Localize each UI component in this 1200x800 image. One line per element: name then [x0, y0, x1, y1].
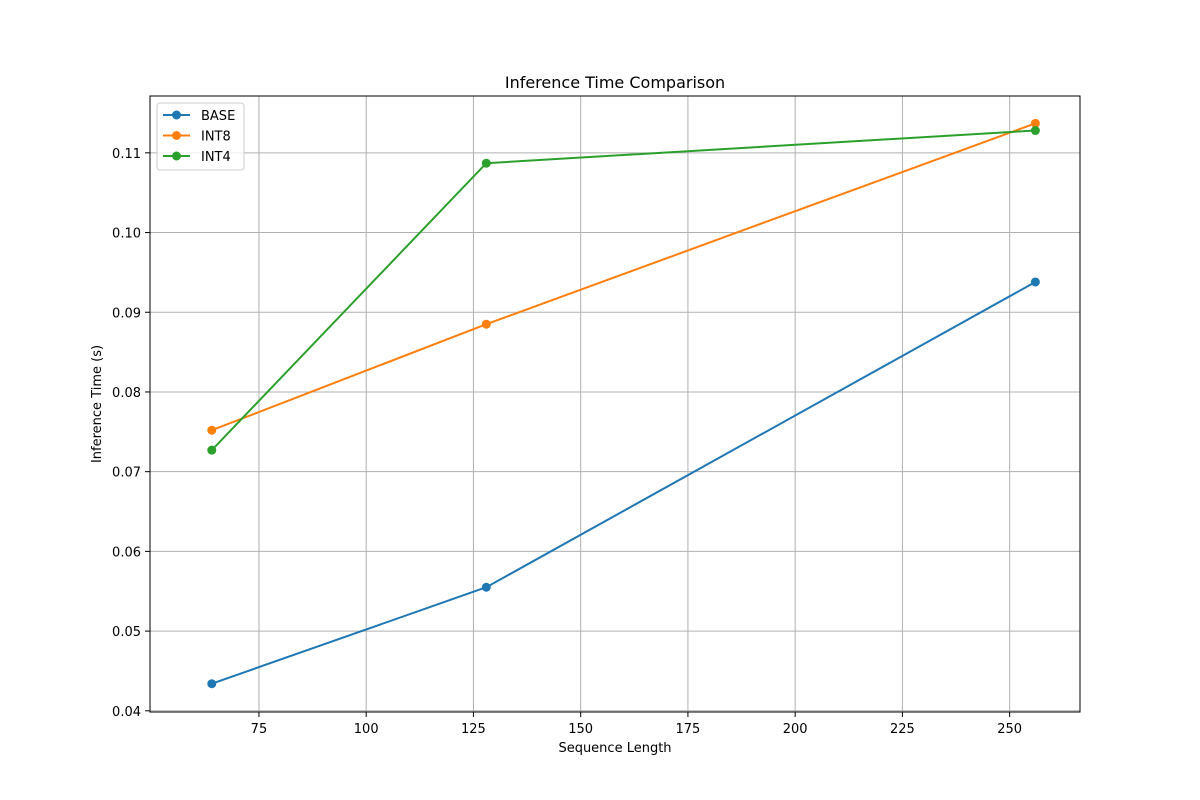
y-tick-label: 0.07: [112, 466, 141, 481]
legend-label-int8: INT8: [201, 130, 231, 145]
y-axis: 0.04 0.05 0.06 0.07 0.08 0.09 0.10 0.11: [112, 147, 150, 720]
series-line-int8: [211, 122, 1036, 432]
data-point-int8: [1030, 118, 1040, 128]
plot-frame: [149, 95, 1081, 713]
data-point-base: [481, 582, 491, 592]
y-tick-label: 0.04: [112, 705, 141, 720]
legend-label-base: BASE: [201, 109, 235, 124]
data-point-base: [1030, 277, 1040, 287]
legend-marker-int4: [172, 151, 181, 161]
data-point-int4: [481, 158, 491, 168]
y-tick-label: 0.11: [112, 147, 141, 162]
y-tick-label: 0.06: [112, 545, 141, 560]
x-tick-label: 175: [676, 722, 701, 737]
x-tick-label: 75: [251, 722, 268, 737]
series-layer: [207, 118, 1040, 689]
grid: [150, 96, 1080, 712]
y-tick-label: 0.09: [112, 306, 141, 321]
data-point-int8: [481, 319, 491, 329]
y-axis-label: Inference Time (s): [90, 345, 105, 463]
legend-marker-base: [172, 110, 181, 120]
legend-marker-int8: [172, 131, 181, 140]
legend: BASE INT8 INT4: [156, 102, 245, 171]
legend-label-int4: INT4: [201, 150, 231, 165]
data-point-base: [207, 679, 217, 689]
x-tick-label: 225: [890, 722, 915, 737]
x-tick-label: 100: [354, 722, 379, 737]
data-point-int8: [207, 425, 217, 435]
series-line-base: [211, 281, 1036, 685]
y-tick-label: 0.08: [112, 386, 141, 401]
x-axis-label: Sequence Length: [558, 741, 671, 756]
x-tick-label: 125: [461, 722, 486, 737]
data-point-int4: [207, 445, 217, 455]
x-axis: 75 100 125 150 175 200 225 250: [251, 712, 1022, 737]
series-line-int4: [211, 129, 1036, 451]
y-tick-label: 0.10: [112, 227, 141, 242]
data-point-int4: [1030, 126, 1040, 136]
chart-title: Inference Time Comparison: [505, 73, 725, 92]
x-tick-label: 150: [568, 722, 593, 737]
x-tick-label: 200: [783, 722, 808, 737]
x-tick-label: 250: [997, 722, 1022, 737]
y-tick-label: 0.05: [112, 625, 141, 640]
